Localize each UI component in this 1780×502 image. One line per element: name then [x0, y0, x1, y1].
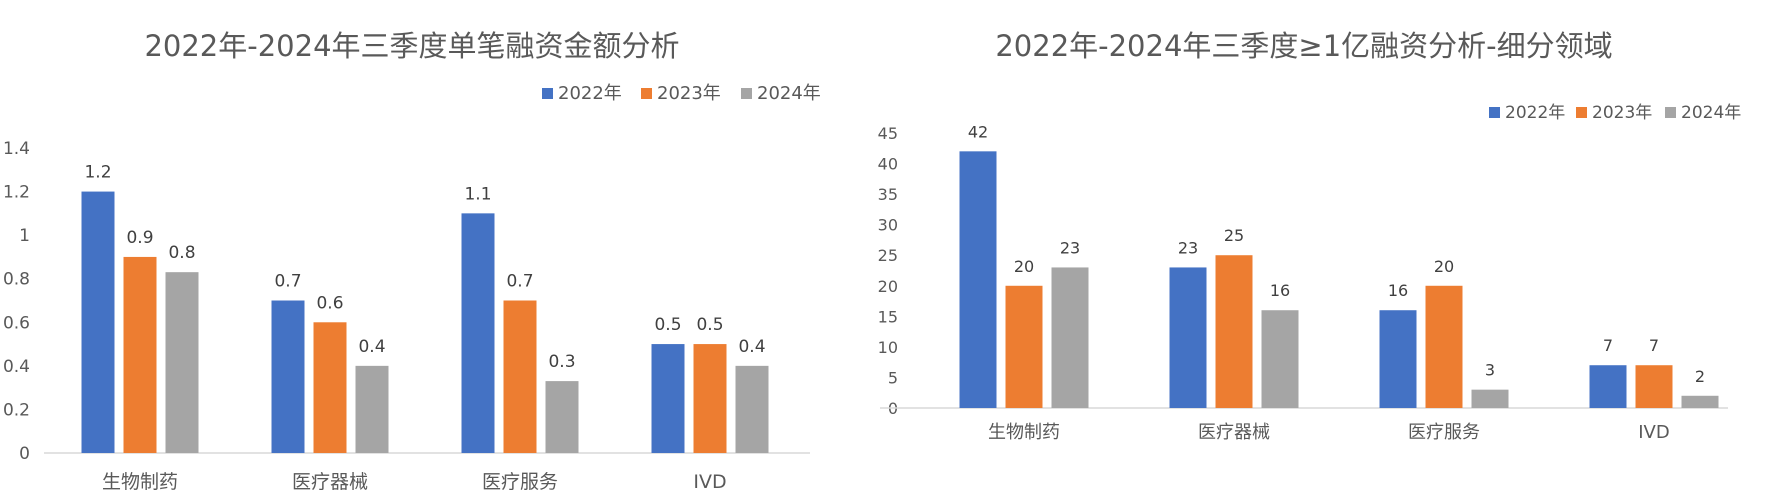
legend-label-1: 2023年	[657, 83, 721, 104]
legend-swatch-2	[741, 88, 752, 99]
data-label: 0.5	[654, 315, 681, 335]
bar-0-0	[959, 151, 997, 409]
bar-1-3	[693, 344, 727, 453]
bar-2-3	[735, 365, 769, 453]
bar-1-2	[1425, 285, 1463, 408]
category-label: 医疗器械	[1198, 422, 1270, 443]
data-label: 0.4	[358, 337, 385, 357]
data-label: 42	[968, 122, 988, 141]
y-tick-label: 40	[878, 155, 898, 174]
y-tick-label: 0.4	[3, 357, 30, 377]
y-tick-label: 0.2	[3, 400, 30, 420]
data-label: 20	[1014, 257, 1034, 276]
legend-swatch-2	[1665, 107, 1676, 118]
bar-0-2	[461, 213, 495, 453]
category-label: 生物制药	[988, 422, 1060, 443]
bar-0-1	[271, 300, 305, 453]
data-label: 16	[1388, 281, 1408, 300]
legend-swatch-1	[1576, 107, 1587, 118]
y-tick-label: 15	[878, 307, 898, 326]
y-tick-label: 45	[878, 124, 898, 143]
category-label: 医疗器械	[292, 471, 368, 493]
y-tick-label: 1.2	[3, 183, 30, 203]
y-tick-label: 10	[878, 338, 898, 357]
bar-1-1	[313, 322, 347, 453]
data-label: 7	[1649, 336, 1659, 355]
data-label: 0.9	[126, 228, 153, 248]
data-label: 0.8	[168, 243, 195, 263]
bar-1-2	[503, 300, 537, 453]
bar-1-1	[1215, 255, 1253, 408]
chart-title: 2022年-2024年三季度单笔融资金额分析	[144, 29, 679, 63]
bar-2-1	[355, 365, 389, 453]
data-label: 1.1	[464, 184, 491, 204]
category-label: IVD	[693, 471, 726, 493]
legend-swatch-0	[1489, 107, 1500, 118]
chart-title: 2022年-2024年三季度≥1亿融资分析-细分领域	[995, 29, 1612, 63]
legend-label-2: 2024年	[1681, 103, 1741, 123]
data-label: 0.6	[316, 293, 343, 313]
category-label: 生物制药	[102, 471, 178, 493]
bar-0-3	[1589, 365, 1627, 408]
data-label: 25	[1224, 226, 1244, 245]
bar-0-0	[81, 191, 115, 454]
bar-2-2	[545, 381, 579, 453]
data-label: 0.3	[548, 352, 575, 372]
bar-2-1	[1261, 310, 1299, 408]
bar-2-0	[1051, 267, 1089, 408]
data-label: 2	[1695, 367, 1705, 386]
bar-1-0	[123, 256, 157, 453]
bar-1-3	[1635, 365, 1673, 408]
y-tick-label: 5	[888, 368, 898, 387]
data-label: 1.2	[84, 163, 111, 183]
y-tick-label: 0.8	[3, 270, 30, 290]
y-tick-label: 25	[878, 246, 898, 265]
data-label: 0.7	[506, 272, 533, 292]
data-label: 7	[1603, 336, 1613, 355]
bar-2-0	[165, 272, 199, 453]
y-tick-label: 1.4	[3, 139, 30, 159]
data-label: 3	[1485, 361, 1495, 380]
bar-2-2	[1471, 389, 1509, 408]
data-label: 20	[1434, 257, 1454, 276]
data-label: 23	[1060, 238, 1080, 257]
y-tick-label: 20	[878, 277, 898, 296]
bar-0-2	[1379, 310, 1417, 408]
data-label: 0.4	[738, 337, 765, 357]
legend-label-1: 2023年	[1592, 103, 1652, 123]
legend-label-2: 2024年	[757, 83, 821, 104]
data-label: 0.5	[696, 315, 723, 335]
y-tick-label: 30	[878, 216, 898, 235]
y-tick-label: 35	[878, 185, 898, 204]
y-tick-label: 0.6	[3, 313, 30, 333]
category-label: 医疗服务	[482, 471, 558, 493]
y-tick-label: 1	[19, 226, 30, 246]
legend-label-0: 2022年	[1505, 103, 1565, 123]
data-label: 0.7	[274, 272, 301, 292]
category-label: 医疗服务	[1408, 422, 1480, 443]
chart-single-financing-amount: 2022年-2024年三季度单笔融资金额分析 2022年 2023年 2024年 0 0.…	[3, 29, 821, 493]
bar-0-1	[1169, 267, 1207, 408]
category-label: IVD	[1638, 422, 1669, 443]
data-label: 23	[1178, 238, 1198, 257]
data-label: 16	[1270, 281, 1290, 300]
legend-swatch-0	[542, 88, 553, 99]
bar-1-0	[1005, 285, 1043, 408]
bar-2-3	[1681, 395, 1719, 408]
bar-0-3	[651, 344, 685, 453]
legend-swatch-1	[641, 88, 652, 99]
y-tick-label: 0	[19, 444, 30, 464]
legend-label-0: 2022年	[558, 83, 622, 104]
